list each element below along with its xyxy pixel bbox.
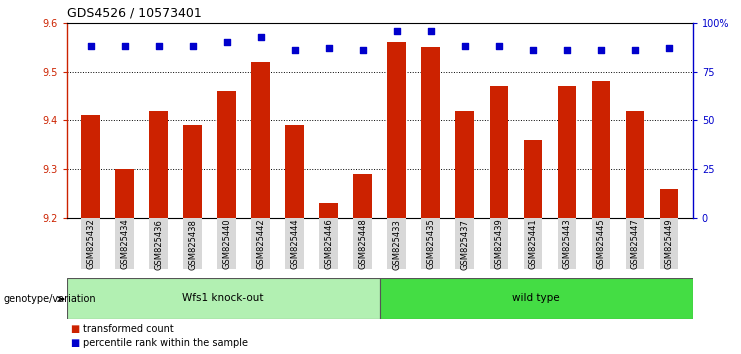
Bar [115, 169, 134, 218]
Text: GSM825446: GSM825446 [325, 219, 333, 269]
Point [84, 44, 96, 49]
Bar [217, 91, 236, 218]
Text: wild type: wild type [513, 293, 560, 303]
Point [561, 47, 573, 53]
Bar [115, 218, 134, 269]
Text: GSM825443: GSM825443 [562, 219, 571, 269]
Text: GSM825438: GSM825438 [188, 219, 197, 270]
Point [255, 34, 267, 40]
Text: GSM825448: GSM825448 [358, 219, 368, 269]
Bar [183, 218, 202, 269]
Bar [149, 218, 168, 269]
Bar [82, 115, 100, 218]
Bar [251, 62, 270, 218]
Text: GSM825449: GSM825449 [665, 219, 674, 269]
Bar [422, 218, 440, 269]
Bar [319, 203, 338, 218]
Bar [591, 81, 611, 218]
Text: GSM825436: GSM825436 [154, 219, 163, 270]
Bar [456, 218, 474, 269]
Bar [251, 218, 270, 269]
Bar [388, 218, 406, 269]
Text: GSM825433: GSM825433 [392, 219, 402, 270]
Point [493, 44, 505, 49]
Text: percentile rank within the sample: percentile rank within the sample [83, 338, 248, 348]
Bar [659, 188, 678, 218]
Text: GSM825435: GSM825435 [426, 219, 435, 269]
Bar [490, 86, 508, 218]
Text: GSM825432: GSM825432 [86, 219, 95, 269]
Point [357, 47, 369, 53]
Point [425, 28, 436, 34]
Point [153, 44, 165, 49]
Text: ■: ■ [70, 338, 79, 348]
Point [663, 45, 675, 51]
Point [187, 44, 199, 49]
Bar [380, 278, 693, 319]
Point [221, 40, 233, 45]
Point [629, 47, 641, 53]
Text: ■: ■ [70, 324, 79, 334]
Text: GSM825441: GSM825441 [528, 219, 537, 269]
Bar [183, 125, 202, 218]
Bar [353, 174, 372, 218]
Text: GSM825445: GSM825445 [597, 219, 605, 269]
Bar [149, 110, 168, 218]
Text: GSM825440: GSM825440 [222, 219, 231, 269]
Text: GSM825442: GSM825442 [256, 219, 265, 269]
Bar [217, 218, 236, 269]
Bar [625, 218, 645, 269]
Text: GSM825444: GSM825444 [290, 219, 299, 269]
Point [323, 45, 335, 51]
Text: transformed count: transformed count [83, 324, 173, 334]
Bar [524, 218, 542, 269]
Bar [353, 218, 372, 269]
Text: GSM825437: GSM825437 [460, 219, 469, 270]
Bar [490, 218, 508, 269]
Bar [422, 47, 440, 218]
Point [391, 28, 402, 34]
Bar [67, 278, 379, 319]
Bar [625, 110, 645, 218]
Bar [524, 140, 542, 218]
Bar [557, 218, 576, 269]
Text: GDS4526 / 10573401: GDS4526 / 10573401 [67, 6, 202, 19]
Point [289, 47, 301, 53]
Bar [319, 218, 338, 269]
Text: genotype/variation: genotype/variation [4, 294, 96, 304]
Bar [557, 86, 576, 218]
Bar [285, 218, 304, 269]
Point [527, 47, 539, 53]
Bar [388, 42, 406, 218]
Bar [659, 218, 678, 269]
Bar [82, 218, 100, 269]
Bar [591, 218, 611, 269]
Text: GSM825439: GSM825439 [494, 219, 503, 269]
Text: Wfs1 knock-out: Wfs1 knock-out [182, 293, 264, 303]
Text: GSM825447: GSM825447 [631, 219, 639, 269]
Point [119, 44, 130, 49]
Bar [285, 125, 304, 218]
Point [595, 47, 607, 53]
Bar [456, 110, 474, 218]
Text: GSM825434: GSM825434 [120, 219, 129, 269]
Point [459, 44, 471, 49]
